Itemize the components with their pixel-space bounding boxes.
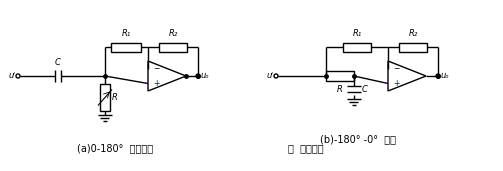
Text: uₒ: uₒ	[201, 71, 210, 81]
Bar	[343, 43, 371, 51]
Text: R: R	[337, 85, 343, 94]
Bar	[399, 43, 427, 51]
Text: C: C	[55, 58, 61, 67]
Text: uᴵ: uᴵ	[266, 71, 273, 81]
Text: (a)0-180°  移相电路: (a)0-180° 移相电路	[77, 143, 153, 153]
Text: (b)-180° -0°  移相: (b)-180° -0° 移相	[320, 134, 396, 144]
Bar	[159, 43, 187, 51]
Text: uᴵ: uᴵ	[8, 71, 15, 81]
Text: −: −	[393, 64, 399, 73]
Bar	[100, 84, 110, 111]
Text: R₂: R₂	[408, 29, 417, 38]
Text: +: +	[153, 79, 159, 88]
Text: 图  移相电路: 图 移相电路	[288, 143, 323, 153]
Text: R: R	[112, 93, 118, 102]
Bar	[112, 43, 141, 51]
Text: R₁: R₁	[122, 29, 131, 38]
Text: uₒ: uₒ	[441, 71, 450, 81]
Bar	[326, 71, 354, 81]
Text: R₂: R₂	[169, 29, 178, 38]
Text: C: C	[362, 84, 368, 94]
Text: R₁: R₁	[353, 29, 362, 38]
Text: −: −	[153, 64, 159, 73]
Text: +: +	[393, 79, 399, 88]
